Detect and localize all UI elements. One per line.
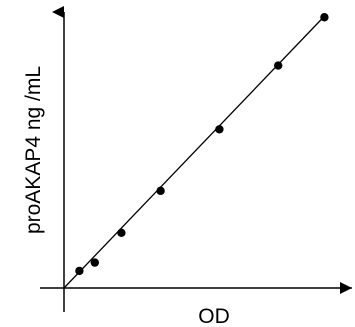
data-point-4 <box>156 186 165 196</box>
data-point-5 <box>215 125 224 134</box>
data-point-7 <box>320 13 329 22</box>
data-points <box>75 13 329 276</box>
data-point-2 <box>90 258 100 267</box>
x-axis-label: OD <box>198 305 230 327</box>
data-point-1 <box>75 266 84 276</box>
data-point-6 <box>274 61 283 70</box>
data-point-3 <box>117 228 126 237</box>
fit-line <box>63 14 327 289</box>
y-axis-label: proAKAP4 ng /mL <box>22 66 45 234</box>
